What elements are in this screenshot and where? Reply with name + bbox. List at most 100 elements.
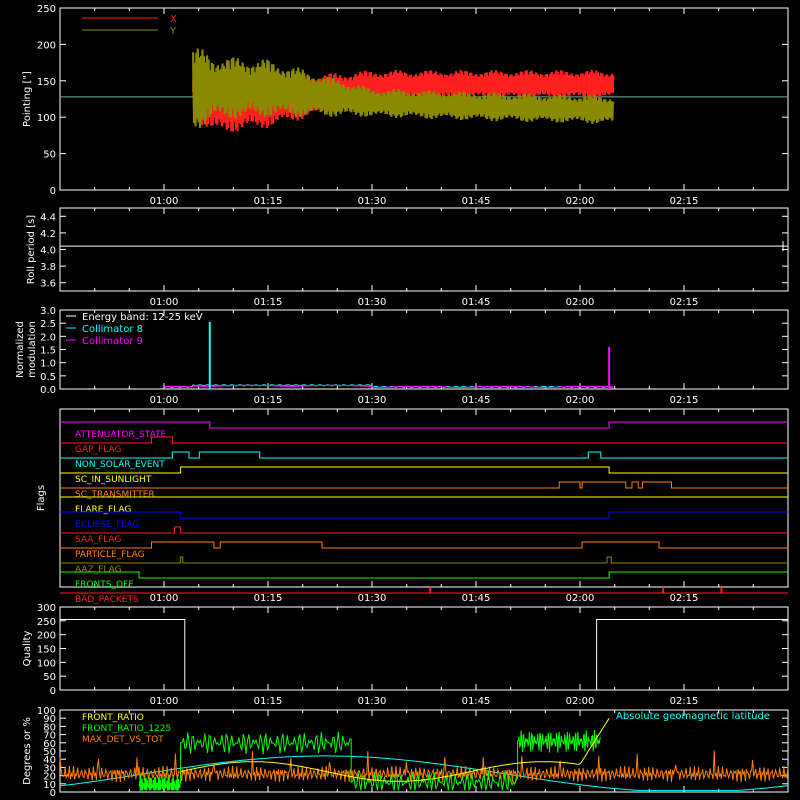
panel-5-ytick-label: 80 — [43, 722, 56, 733]
panel-4-xtick-label: 01:30 — [358, 696, 387, 707]
panel-2-ytick-label: 0.0 — [40, 385, 56, 396]
panel-5-ytick-label: 40 — [43, 755, 56, 766]
panel-2-ytick-label: 3.0 — [40, 306, 56, 317]
panel-4-xtick-label: 02:15 — [670, 696, 699, 707]
panel-4-ytick-label: 200 — [37, 631, 56, 642]
panel-2-ytick-label: 1.5 — [40, 346, 56, 357]
panel-3-frame — [59, 408, 789, 588]
panel-4-ytick-label: 0 — [50, 686, 56, 697]
panel-1-xtick-label: 02:00 — [566, 297, 595, 308]
modulation-collimator9 — [164, 384, 614, 389]
panel-3-xtick-label: 02:15 — [670, 593, 699, 604]
panel-1-ytick-label: 4.0 — [40, 246, 56, 257]
flag-sc-transmitter-label: SC_TRANSMITTER — [75, 490, 155, 500]
panel-1-xtick-label: 01:00 — [150, 297, 179, 308]
panel-1-xtick-label: 02:15 — [670, 297, 699, 308]
max-det-vs-tot-trace — [59, 750, 789, 783]
front-ratio-1225-trace — [138, 729, 601, 793]
panel-1-ytick-label: 4.4 — [40, 212, 56, 223]
panel-0-ytick-label: 50 — [43, 150, 56, 161]
panel-3-xtick-label: 01:15 — [254, 593, 283, 604]
flag-particle-flag-label: PARTICLE_FLAG — [75, 550, 145, 560]
panel-0-ytick-label: 0 — [50, 186, 56, 197]
flag-flare-flag-label: FLARE_FLAG — [75, 505, 131, 515]
panel-4-ytick-label: 300 — [37, 603, 56, 614]
panel-2-ylabel-1: Normalized — [15, 321, 26, 378]
flag-non-solar-event-label: NON_SOLAR_EVENT — [75, 460, 165, 470]
panel-5-ytick-label: 10 — [43, 780, 56, 791]
flag-aaz-flag-trace — [60, 556, 788, 564]
panel-2-ytick-label: 0.5 — [40, 372, 56, 383]
panel-0-ytick-label: 100 — [37, 113, 56, 124]
flag-saa-flag-label: SAA_FLAG — [75, 535, 121, 545]
flag-attenuator-state-label: ATTENUATOR_STATE — [75, 430, 167, 440]
panel-4-ylabel: Quality — [22, 631, 33, 667]
panel-0-ytick-label: 150 — [37, 77, 56, 88]
geomagnetic-latitude-curve — [59, 755, 789, 791]
degrees-legend-label-1: FRONT_RATIO_1225 — [82, 724, 171, 734]
panel-2-ytick-label: 2.5 — [40, 319, 56, 330]
panel-2-xtick-label: 01:15 — [254, 395, 283, 406]
panel-2-xtick-label: 01:45 — [462, 395, 491, 406]
panel-3-xtick-label: 01:45 — [462, 593, 491, 604]
panel-1-ytick-label: 3.6 — [40, 279, 56, 290]
panel-0-frame — [59, 7, 789, 191]
flag-bad-packets-label: BAD_PACKETS — [75, 595, 139, 605]
panel-3-ylabel: Flags — [36, 485, 47, 511]
flag-fronts-off-label: FRONTS_OFF — [75, 580, 133, 590]
panel-5-ytick-label: 50 — [43, 747, 56, 758]
flag-eclipse-flag-label: ECLIPSE_FLAG — [75, 520, 139, 530]
panel-5-ytick-label: 70 — [43, 731, 56, 742]
geomagnetic-latitude-label: Absolute geomagnetic latitude — [616, 711, 770, 722]
panel-0-ylabel: Pointing ["] — [22, 71, 33, 127]
flag-non-solar-event-trace — [60, 451, 788, 459]
modulation-legend-label-2: Collimator 9 — [82, 336, 143, 347]
panel-0-ytick-label: 250 — [37, 4, 56, 15]
panel-4-xtick-label: 01:00 — [150, 696, 179, 707]
panel-3-xtick-label: 01:00 — [150, 593, 179, 604]
panel-0-xtick-label: 01:15 — [254, 196, 283, 207]
flag-gap-flag-trace — [60, 436, 788, 444]
panel-1-ytick-label: 4.2 — [40, 229, 56, 240]
flag-sc-in-sunlight-label: SC_IN_SUNLIGHT — [75, 475, 152, 485]
panel-0-xtick-label: 01:30 — [358, 196, 387, 207]
quality-trace — [60, 618, 788, 691]
panel-1-ylabel: Roll period [s] — [26, 215, 37, 284]
panel-5-ytick-label: 30 — [43, 763, 56, 774]
degrees-legend-label-2: MAX_DET_VS_TOT — [82, 735, 164, 745]
flag-attenuator-state-trace — [60, 421, 788, 429]
panel-0-xtick-label: 01:45 — [462, 196, 491, 207]
panel-2-ytick-label: 1.0 — [40, 359, 56, 370]
panel-2-xtick-label: 02:15 — [670, 395, 699, 406]
panel-0-xtick-label: 02:00 — [566, 196, 595, 207]
modulation-legend-label-1: Collimator 8 — [82, 324, 143, 335]
legend-label-x: X — [170, 14, 177, 25]
panel-0-xtick-label: 01:00 — [150, 196, 179, 207]
flag-sc-transmitter-trace — [60, 481, 788, 489]
panel-5-ytick-label: 90 — [43, 714, 56, 725]
panel-2-xtick-label: 01:30 — [358, 395, 387, 406]
panel-5-ytick-label: 0 — [50, 788, 56, 799]
degrees-legend-label-0: FRONT_RATIO — [82, 713, 144, 723]
panel-3-xtick-label: 01:30 — [358, 593, 387, 604]
panel-0-xtick-label: 02:15 — [670, 196, 699, 207]
panel-4-xtick-label: 01:45 — [462, 696, 491, 707]
panel-4-ytick-label: 50 — [43, 672, 56, 683]
panel-4-ytick-label: 150 — [37, 645, 56, 656]
panel-2-xtick-label: 01:00 — [150, 395, 179, 406]
flag-gap-flag-label: GAP_FLAG — [75, 445, 121, 455]
front-ratio-trace — [180, 718, 610, 782]
panel-2-xtick-label: 02:00 — [566, 395, 595, 406]
panel-1-frame — [59, 207, 789, 292]
panel-5-ytick-label: 20 — [43, 772, 56, 783]
flag-saa-flag-trace — [60, 526, 788, 534]
panel-1-xtick-label: 01:15 — [254, 297, 283, 308]
panel-5-ytick-label: 100 — [37, 706, 56, 717]
panel-1-ytick-label: 3.8 — [40, 262, 56, 273]
panel-2-ytick-label: 2.0 — [40, 332, 56, 343]
modulation-legend-label-0: Energy band: 12-25 keV — [82, 312, 203, 323]
panel-5-ylabel: Degrees or % — [22, 717, 33, 785]
flag-aaz-flag-label: AAZ_FLAG — [75, 565, 122, 575]
